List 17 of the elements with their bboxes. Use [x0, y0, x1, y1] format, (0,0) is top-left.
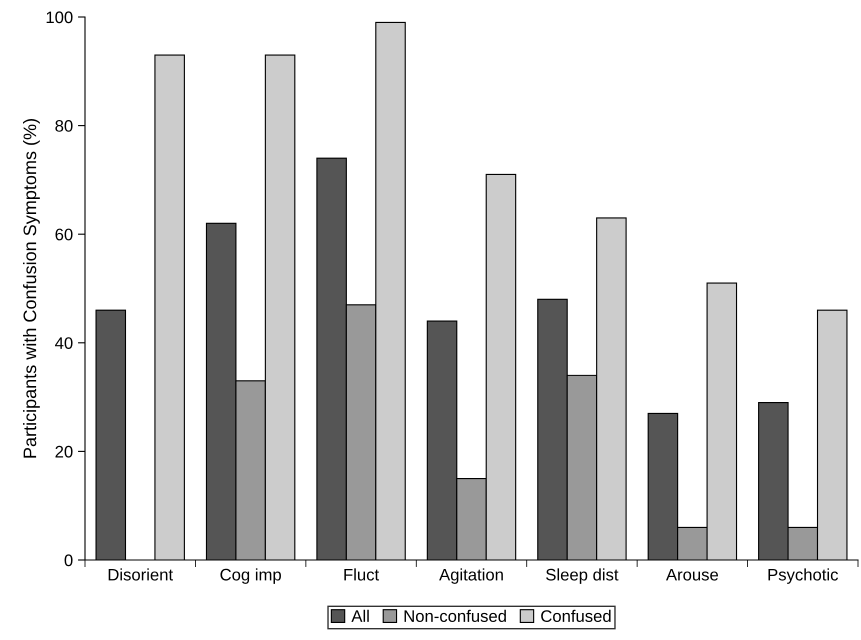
- legend-label: All: [351, 610, 369, 622]
- x-tick-label: Disorient: [108, 568, 173, 581]
- x-tick-label: Fluct: [344, 568, 380, 581]
- y-tick-label: 40: [55, 337, 73, 350]
- y-tick-label: 80: [55, 120, 73, 132]
- x-tick-label: Arouse: [666, 568, 718, 581]
- legend-label: Confused: [541, 610, 611, 622]
- y-tick-label: 20: [55, 446, 73, 458]
- x-tick-label: Sleep dist: [546, 568, 618, 584]
- y-tick-label: 0: [64, 554, 73, 566]
- y-tick-label: 60: [56, 228, 73, 240]
- x-tick-label: Psychotic: [768, 568, 838, 584]
- y-axis-title: Participants with Confusion Symptoms (%): [23, 119, 40, 458]
- y-tick-label: 100: [46, 11, 73, 24]
- x-tick-label: Cog imp: [220, 568, 281, 584]
- legend-label: Non-confused: [404, 610, 506, 622]
- x-tick-label: Agitation: [439, 568, 503, 584]
